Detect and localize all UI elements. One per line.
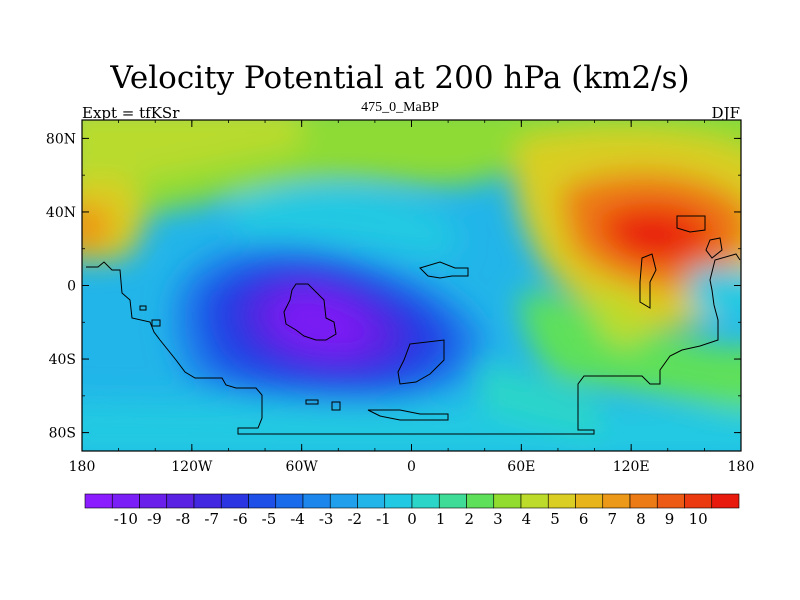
- colorbar-label: 6: [579, 510, 589, 528]
- colorbar-label: -5: [262, 510, 277, 528]
- x-tick-label: 180: [728, 459, 755, 475]
- colorbar-label: -10: [114, 510, 138, 528]
- y-tick-label: 40N: [46, 205, 76, 221]
- colorbar-swatch: [193, 493, 222, 509]
- colorbar-label: -1: [376, 510, 391, 528]
- x-tick-label: 0: [407, 459, 416, 475]
- colorbar-label: 1: [436, 510, 446, 528]
- colorbar-swatch: [493, 493, 522, 509]
- colorbar-swatch: [166, 493, 195, 509]
- colorbar-swatch: [466, 493, 495, 509]
- colorbar-swatch: [139, 493, 168, 509]
- colorbar-swatch: [438, 493, 467, 509]
- colorbar-label: 7: [608, 510, 618, 528]
- colorbar-swatch: [357, 493, 386, 509]
- colorbar-label: 0: [407, 510, 417, 528]
- colorbar-swatch: [329, 493, 358, 509]
- x-tick-label: 60E: [507, 459, 535, 475]
- colorbar-swatch: [411, 493, 440, 509]
- colorbar-label: -2: [347, 510, 362, 528]
- season-label: DJF: [711, 104, 740, 122]
- colorbar-label: -8: [176, 510, 191, 528]
- colorbar-label: 3: [493, 510, 503, 528]
- y-tick-label: 40S: [49, 352, 76, 368]
- colorbar-swatch: [84, 493, 113, 509]
- colorbar-swatch: [384, 493, 413, 509]
- colorbar-label: 5: [550, 510, 560, 528]
- x-tick-label: 120E: [613, 459, 650, 475]
- colorbar-label: -9: [147, 510, 162, 528]
- colorbar-swatch: [711, 493, 740, 509]
- colorbar-swatch: [275, 493, 304, 509]
- colorbar-swatch: [248, 493, 277, 509]
- period-label: 475_0_MaBP: [361, 100, 439, 115]
- colorbar-label: 2: [464, 510, 474, 528]
- colorbar-swatch: [656, 493, 685, 509]
- colorbar-label: 8: [636, 510, 646, 528]
- coastlines: [86, 215, 741, 435]
- colorbar-swatch: [684, 493, 713, 509]
- x-tick-label: 120W: [171, 459, 213, 475]
- colorbar-swatch: [520, 493, 549, 509]
- colorbar-label: -6: [233, 510, 248, 528]
- colorbar-label: -4: [290, 510, 305, 528]
- colorbar-label: -7: [204, 510, 219, 528]
- colorbar-swatch: [575, 493, 604, 509]
- colorbar-label: 9: [665, 510, 675, 528]
- x-tick-label: 180: [69, 459, 96, 475]
- colorbar-swatch: [629, 493, 658, 509]
- colorbar-swatch: [547, 493, 576, 509]
- x-tick-label: 60W: [286, 459, 319, 475]
- colorbar-swatch: [111, 493, 140, 509]
- colorbar-label: 10: [689, 510, 708, 528]
- y-tick-label: 0: [67, 279, 76, 295]
- y-tick-label: 80S: [49, 426, 76, 442]
- colorbar-label: 4: [522, 510, 532, 528]
- chart-title: Velocity Potential at 200 hPa (km2/s): [110, 60, 690, 96]
- y-tick-label: 80N: [46, 131, 76, 147]
- contour-field: [82, 120, 741, 451]
- experiment-label: Expt = tfKSr: [82, 104, 180, 122]
- colorbar-label: -3: [319, 510, 334, 528]
- colorbar-swatch: [602, 493, 631, 509]
- colorbar-swatch: [220, 493, 249, 509]
- colorbar-swatch: [302, 493, 331, 509]
